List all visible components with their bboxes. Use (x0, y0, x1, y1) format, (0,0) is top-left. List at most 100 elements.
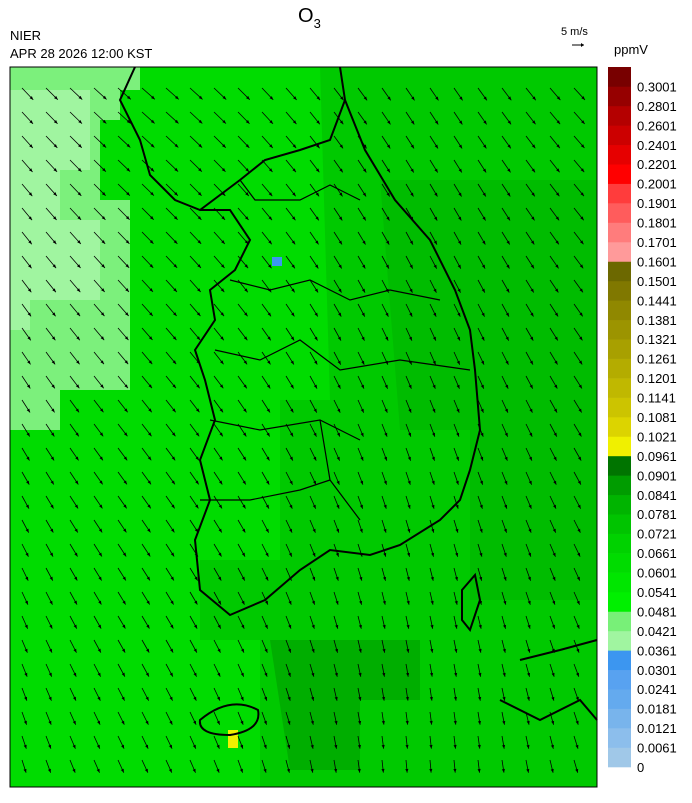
wind-arrowhead (145, 744, 149, 749)
wind-arrowhead (73, 696, 76, 701)
wind-arrowhead (72, 720, 76, 725)
wind-arrowhead (49, 576, 53, 581)
wind-arrowhead (48, 720, 52, 725)
colorbar-label: 0.1501 (637, 274, 677, 289)
wind-arrowhead (507, 144, 511, 149)
wind-arrowhead (75, 432, 79, 437)
wind-arrowhead (311, 672, 315, 677)
wind-arrowhead (310, 720, 314, 725)
wind-arrowhead (290, 384, 294, 389)
wind-arrowhead (74, 504, 79, 509)
wind-arrowhead (47, 768, 51, 773)
wind-arrowhead (264, 672, 268, 677)
wind-arrowhead (311, 624, 315, 629)
eastern-region (380, 180, 597, 600)
wind-arrowhead (577, 480, 581, 485)
wind-arrowhead (530, 312, 534, 317)
colorbar-label: 0.0721 (637, 527, 677, 542)
wind-arrowhead (243, 408, 247, 413)
wind-arrowhead (51, 360, 56, 365)
wind-arrowhead (195, 408, 200, 413)
wind-arrowhead (506, 240, 510, 245)
colorbar-label: 0.1201 (637, 371, 677, 386)
wind-arrowhead (429, 720, 433, 725)
wind-arrowhead (459, 120, 463, 125)
wind-arrowhead (192, 768, 196, 773)
wind-arrowhead (220, 264, 225, 269)
wind-arrowhead (240, 648, 244, 653)
wind-arrowhead (242, 480, 246, 485)
wind-arrowhead (288, 624, 292, 629)
wind-arrowhead (101, 240, 106, 244)
wind-arrowhead (532, 120, 536, 125)
wind-arrowhead (555, 192, 560, 197)
wind-arrowhead (287, 720, 291, 725)
wind-arrowhead (483, 144, 487, 149)
wind-arrowhead (358, 696, 362, 701)
wind-arrowhead (576, 600, 580, 605)
wind-arrowhead (173, 264, 178, 268)
wind-arrowhead (125, 312, 129, 316)
wind-arrowhead (431, 456, 435, 461)
wind-arrowhead (340, 96, 344, 101)
wind-arrowhead (245, 192, 249, 196)
wind-arrowhead (360, 432, 364, 437)
wind-arrowhead (219, 408, 224, 413)
wind-arrowhead (196, 360, 200, 365)
wind-arrowhead (505, 312, 509, 317)
wind-arrowhead (123, 456, 128, 461)
wind-arrowhead (406, 624, 410, 629)
colorbar-swatch (608, 533, 631, 554)
colorbar-swatch (608, 203, 631, 223)
wind-arrowhead (527, 672, 531, 677)
wind-arrowhead (454, 672, 458, 677)
wind-arrowhead (357, 744, 361, 749)
wind-arrowhead (553, 480, 557, 485)
wind-arrowhead (51, 432, 55, 437)
wind-arrowhead (76, 336, 80, 341)
wind-arrowhead (77, 192, 82, 196)
wind-arrowhead (458, 144, 463, 149)
wind-arrowhead (504, 408, 508, 413)
wind-arrowhead (290, 408, 294, 413)
colorbar-label: 0.0121 (637, 721, 677, 736)
wind-arrowhead (334, 720, 338, 725)
wind-arrowhead (409, 288, 413, 293)
wind-arrowhead (358, 624, 362, 629)
wind-arrowhead (28, 264, 32, 269)
colorbar-swatch (608, 747, 631, 768)
wind-arrowhead (581, 96, 585, 100)
wind-arrowhead (170, 576, 174, 581)
wind-arrowhead (382, 624, 386, 629)
wind-arrowhead (49, 648, 53, 653)
wind-arrowhead (292, 192, 296, 197)
wind-arrowhead (193, 624, 198, 629)
wind-arrowhead (336, 456, 340, 461)
colorbar-swatch (608, 728, 631, 748)
wind-arrowhead (556, 120, 561, 125)
wind-arrowhead (123, 528, 127, 533)
timestamp: APR 28 2026 12:00 KST (10, 46, 152, 61)
wind-arrowhead (170, 552, 175, 557)
wind-arrowhead (293, 96, 297, 100)
wind-arrowhead (479, 552, 483, 557)
wind-arrowhead (48, 744, 52, 749)
wind-arrowhead (216, 768, 220, 773)
wind-arrowhead (149, 312, 153, 316)
wind-arrowhead (432, 360, 436, 365)
wind-arrowhead (98, 528, 103, 533)
colorbar-label: 0.0841 (637, 488, 677, 503)
wind-arrowhead (526, 744, 530, 749)
wind-arrowhead (78, 119, 83, 124)
wind-arrowhead (52, 288, 56, 293)
wind-arrowhead (335, 648, 339, 653)
wind-arrowhead (552, 552, 556, 557)
wind-arrowhead (315, 216, 319, 221)
wind-arrowhead (477, 720, 482, 725)
wind-arrowhead (174, 119, 179, 124)
wind-arrowhead (502, 648, 506, 653)
colorbar-swatch (608, 572, 631, 593)
wind-arrowhead (148, 432, 152, 437)
colorbar-swatch (608, 553, 631, 573)
wind-arrowhead (242, 504, 246, 509)
